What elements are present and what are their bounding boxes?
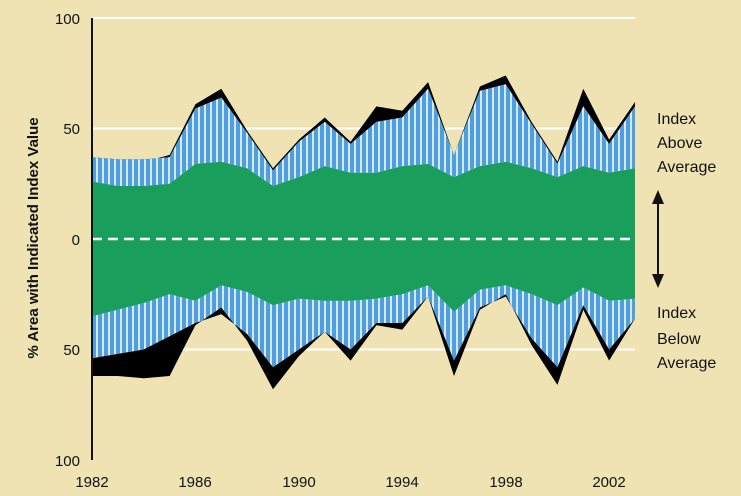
annotation-below-line: Index bbox=[657, 305, 696, 322]
double-arrow-icon bbox=[652, 190, 664, 288]
y-tick-labels: 100 50 0 50 100 bbox=[55, 11, 80, 470]
x-tick-label: 1982 bbox=[75, 474, 108, 491]
y-tick-label: 50 bbox=[63, 121, 80, 138]
above-band-green bbox=[92, 161, 635, 239]
x-tick-label: 1998 bbox=[489, 474, 522, 491]
x-tick-labels: 1982 1986 1990 1994 1998 2002 bbox=[75, 474, 625, 491]
annotation-above-line: Average bbox=[657, 159, 716, 176]
y-tick-label: 0 bbox=[72, 232, 80, 249]
annotation-below-line: Below bbox=[657, 331, 701, 348]
above-band-blue bbox=[92, 84, 635, 186]
annotation-above-line: Above bbox=[657, 135, 702, 152]
y-tick-label: 100 bbox=[55, 453, 80, 470]
below-band-green bbox=[92, 239, 635, 317]
x-tick-label: 1990 bbox=[282, 474, 315, 491]
x-tick-label: 1986 bbox=[178, 474, 211, 491]
y-tick-label: 100 bbox=[55, 11, 80, 28]
area-plot bbox=[92, 75, 635, 390]
annotation-below: Index Below Average bbox=[657, 305, 716, 372]
x-tick-label: 2002 bbox=[592, 474, 625, 491]
annotation-below-line: Average bbox=[657, 355, 716, 372]
x-tick-label: 1994 bbox=[385, 474, 418, 491]
below-band-blue bbox=[92, 285, 635, 368]
y-axis-title: % Area with Indicated Index Value bbox=[25, 117, 42, 358]
annotation-above-line: Index bbox=[657, 111, 696, 128]
above-band-black bbox=[92, 75, 635, 171]
y-tick-label: 50 bbox=[63, 342, 80, 359]
below-band-black bbox=[92, 294, 635, 390]
annotation-above: Index Above Average bbox=[657, 111, 716, 176]
